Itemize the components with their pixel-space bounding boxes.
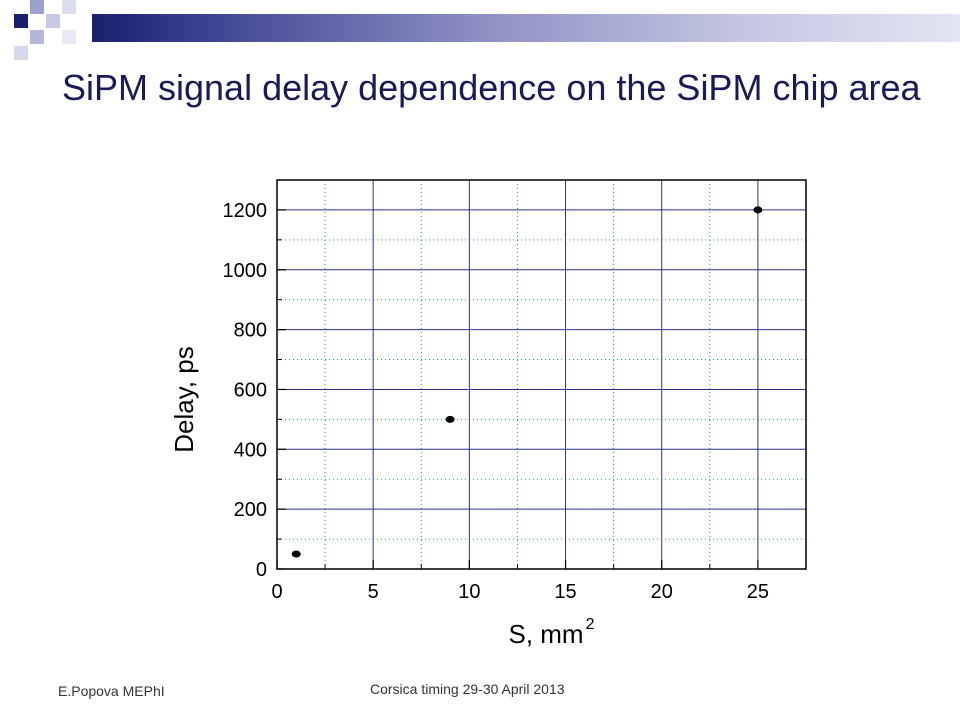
corner-square-light-5 [62,0,76,14]
corner-square-dark-1 [14,14,28,28]
y-tick-label: 600 [234,379,267,401]
corner-square-light-4 [14,46,28,60]
x-axis-label-superscript: 2 [586,616,595,633]
y-tick-label: 1200 [223,200,268,222]
x-tick-label: 20 [651,581,673,603]
data-point [753,206,763,214]
y-tick-label: 400 [234,439,267,461]
data-point [291,550,301,558]
y-tick-label: 200 [234,499,267,521]
major-grid [277,180,806,569]
y-tick-label: 1000 [223,260,268,282]
scatter-chart: 0 5 10 15 20 25 0 200 400 600 800 1000 1200 Delay, … [169,179,807,649]
data-point [445,415,455,423]
x-tick-label: 0 [271,581,282,603]
slide-title: SiPM signal delay dependence on the SiPM… [62,67,921,108]
corner-square-light-2 [46,14,60,28]
x-axis-label-text: S, mm [508,619,583,649]
y-tick-label: 800 [234,320,267,342]
plot-frame [276,179,807,570]
x-tick-label: 5 [368,581,379,603]
x-tick-label: 10 [458,581,480,603]
x-tick-label: 15 [554,581,576,603]
x-tick-label: 25 [747,581,769,603]
header-gradient-fill [92,14,960,42]
y-tick-labels: 0 200 400 600 800 1000 1200 [223,200,268,581]
footer-event: Corsica timing 29-30 April 2013 [370,681,565,697]
y-axis-label: Delay, ps [169,346,199,452]
data-points [291,206,763,558]
x-tick-labels: 0 5 10 15 20 25 [271,581,769,603]
corner-square-light-1 [30,0,44,14]
x-axis-label: S, mm 2 [508,616,594,649]
corner-square-light-6 [62,30,76,44]
header-gradient-bar [0,14,960,42]
y-tick-label: 0 [256,559,267,581]
axis-ticks [276,209,759,570]
corner-square-light-3 [30,30,44,44]
minor-grid [277,180,806,569]
footer-author: E.Popova MEPhI [58,683,165,699]
